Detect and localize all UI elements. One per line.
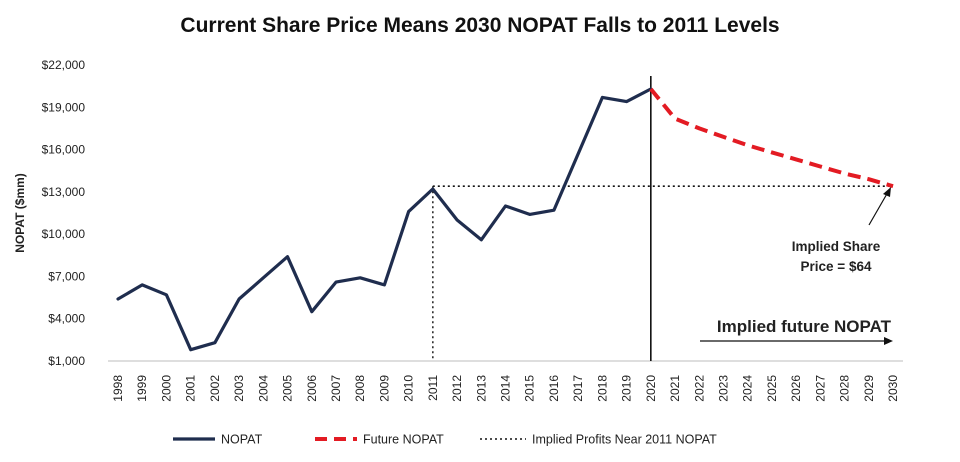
x-tick-label: 2011	[426, 375, 440, 401]
x-tick-label: 2005	[281, 375, 295, 402]
x-tick-label: 2010	[402, 375, 416, 402]
y-tick-label: $4,000	[48, 312, 85, 326]
x-tick-label: 2025	[765, 375, 779, 402]
x-tick-label: 2000	[159, 375, 173, 402]
implied-future-nopat-label: Implied future NOPAT	[717, 317, 892, 336]
y-tick-label: $16,000	[42, 143, 86, 157]
implied-future-nopat-arrowhead	[884, 337, 893, 345]
x-tick-label: 2007	[329, 375, 343, 402]
x-tick-label: 2028	[838, 375, 852, 402]
legend-label-future-nopat: Future NOPAT	[363, 433, 444, 447]
x-tick-label: 2021	[668, 375, 682, 402]
x-tick-label: 2018	[595, 375, 609, 402]
x-tick-label: 2004	[256, 375, 270, 402]
y-tick-label: $13,000	[42, 185, 86, 199]
x-tick-label: 2022	[692, 375, 706, 402]
x-tick-label: 2003	[232, 375, 246, 402]
y-tick-label: $1,000	[48, 354, 85, 368]
y-tick-label: $19,000	[42, 100, 86, 114]
x-tick-label: 1999	[135, 375, 149, 402]
x-axis-ticks: 1998 1999 2000 2001 2002 2003 2004 2005 2006 2007…	[111, 375, 900, 402]
x-tick-label: 2001	[184, 375, 198, 402]
x-tick-label: 2026	[789, 375, 803, 402]
implied-share-price-label-line1: Implied Share	[792, 239, 881, 254]
y-tick-label: $10,000	[42, 227, 86, 241]
implied-share-price-label-line2: Price = $64	[801, 259, 872, 274]
x-tick-label: 2015	[523, 375, 537, 402]
x-tick-label: 2002	[208, 375, 222, 402]
legend-label-implied-profits-near-2011-nopat: Implied Profits Near 2011 NOPAT	[532, 433, 717, 447]
chart-title: Current Share Price Means 2030 NOPAT Fal…	[180, 14, 779, 37]
y-tick-label: $7,000	[48, 269, 85, 283]
implied-share-price-arrow	[868, 191, 889, 226]
x-tick-label: 2024	[741, 375, 755, 402]
x-tick-label: 2027	[813, 375, 827, 402]
x-tick-label: 2008	[353, 375, 367, 402]
series-layer	[116, 87, 894, 352]
y-axis-ticks: $1,000 $4,000 $7,000 $10,000 $13,000 $16,000 $…	[42, 58, 86, 368]
x-tick-label: 2006	[305, 375, 319, 402]
legend-label-nopat: NOPAT	[221, 433, 263, 447]
series-nopat	[116, 87, 653, 352]
x-tick-label: 2017	[571, 375, 585, 402]
x-tick-label: 2012	[450, 375, 464, 402]
x-tick-label: 2029	[862, 375, 876, 402]
legend: NOPAT Future NOPAT Implied Profits Near 20…	[173, 433, 717, 447]
y-axis-label: NOPAT ($mm)	[13, 173, 27, 253]
x-tick-label: 2013	[474, 375, 488, 402]
implied-share-price-arrowhead	[883, 187, 891, 197]
y-tick-label: $22,000	[42, 58, 86, 72]
x-tick-label: 1998	[111, 375, 125, 402]
x-tick-label: 2020	[644, 375, 658, 402]
x-tick-label: 2014	[499, 375, 513, 402]
x-tick-label: 2019	[620, 375, 634, 402]
x-tick-label: 2009	[377, 375, 391, 402]
x-tick-label: 2016	[547, 375, 561, 402]
series-future-nopat	[649, 87, 894, 189]
x-tick-label: 2030	[886, 375, 900, 402]
x-tick-label: 2023	[716, 375, 730, 402]
